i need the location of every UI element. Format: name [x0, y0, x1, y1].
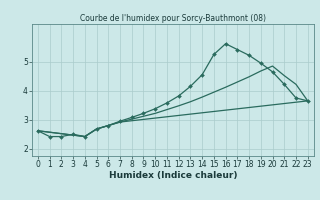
- X-axis label: Humidex (Indice chaleur): Humidex (Indice chaleur): [108, 171, 237, 180]
- Title: Courbe de l'humidex pour Sorcy-Bauthmont (08): Courbe de l'humidex pour Sorcy-Bauthmont…: [80, 14, 266, 23]
